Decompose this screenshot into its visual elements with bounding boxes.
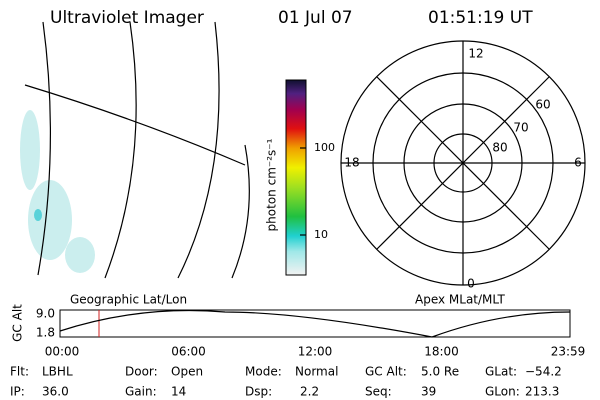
mlt-label: 12 bbox=[468, 47, 483, 61]
lat-label: 60 bbox=[535, 98, 550, 112]
status-label: GC Alt: bbox=[365, 365, 407, 379]
aurora bbox=[20, 110, 95, 273]
date: 01 Jul 07 bbox=[278, 8, 353, 28]
status-label: Mode: bbox=[245, 365, 282, 379]
timeline-x-tick: 18:00 bbox=[424, 345, 459, 359]
status-value: −54.2 bbox=[525, 365, 562, 379]
status-label: GLon: bbox=[485, 385, 520, 399]
status-label: Dsp: bbox=[245, 385, 272, 399]
status-value: LBHL bbox=[42, 365, 73, 379]
status-value: 36.0 bbox=[42, 385, 69, 399]
timeline-right-title: Apex MLat/MLT bbox=[415, 293, 505, 307]
altitude-curve bbox=[59, 309, 571, 338]
timeline-x-tick: 06:00 bbox=[171, 345, 206, 359]
image-panel bbox=[20, 21, 250, 279]
timeline-y-tick: 9.0 bbox=[36, 307, 55, 321]
status-value: 5.0 Re bbox=[421, 365, 459, 379]
status-value: Normal bbox=[295, 365, 338, 379]
status-value: Open bbox=[171, 365, 203, 379]
timeline-y-label: GC Alt bbox=[11, 304, 25, 342]
timeline-x-tick: 23:59 bbox=[551, 345, 586, 359]
status-value: 39 bbox=[421, 385, 436, 399]
status-label: IP: bbox=[10, 385, 25, 399]
status-value: 213.3 bbox=[525, 385, 559, 399]
status-label: Flt: bbox=[10, 365, 29, 379]
status-label: GLat: bbox=[485, 365, 517, 379]
status-label: Gain: bbox=[125, 385, 157, 399]
time: 01:51:19 UT bbox=[428, 8, 533, 28]
status-value: 14 bbox=[171, 385, 186, 399]
colorbar-tick: 10 bbox=[314, 228, 328, 241]
mlt-label: 6 bbox=[574, 156, 582, 170]
colorbar bbox=[285, 79, 307, 276]
timeline-left-title: Geographic Lat/Lon bbox=[70, 293, 187, 307]
colorbar-tick: 100 bbox=[314, 141, 335, 154]
timeline-x-tick: 12:00 bbox=[298, 345, 333, 359]
polar-grid bbox=[340, 40, 586, 286]
status-label: Door: bbox=[125, 365, 158, 379]
timeline-y-tick: 1.8 bbox=[36, 326, 55, 340]
mlt-label: 0 bbox=[467, 277, 475, 291]
mlt-label: 18 bbox=[344, 156, 359, 170]
timeline-x-tick: 00:00 bbox=[45, 345, 80, 359]
lat-label: 80 bbox=[492, 141, 507, 155]
lat-label: 70 bbox=[513, 121, 528, 135]
status-label: Seq: bbox=[365, 385, 392, 399]
colorbar-label: photon cm⁻²s⁻¹ bbox=[265, 138, 279, 231]
status-value: 2.2 bbox=[300, 385, 319, 399]
timeline-frame bbox=[59, 309, 571, 338]
title: Ultraviolet Imager bbox=[50, 8, 204, 28]
